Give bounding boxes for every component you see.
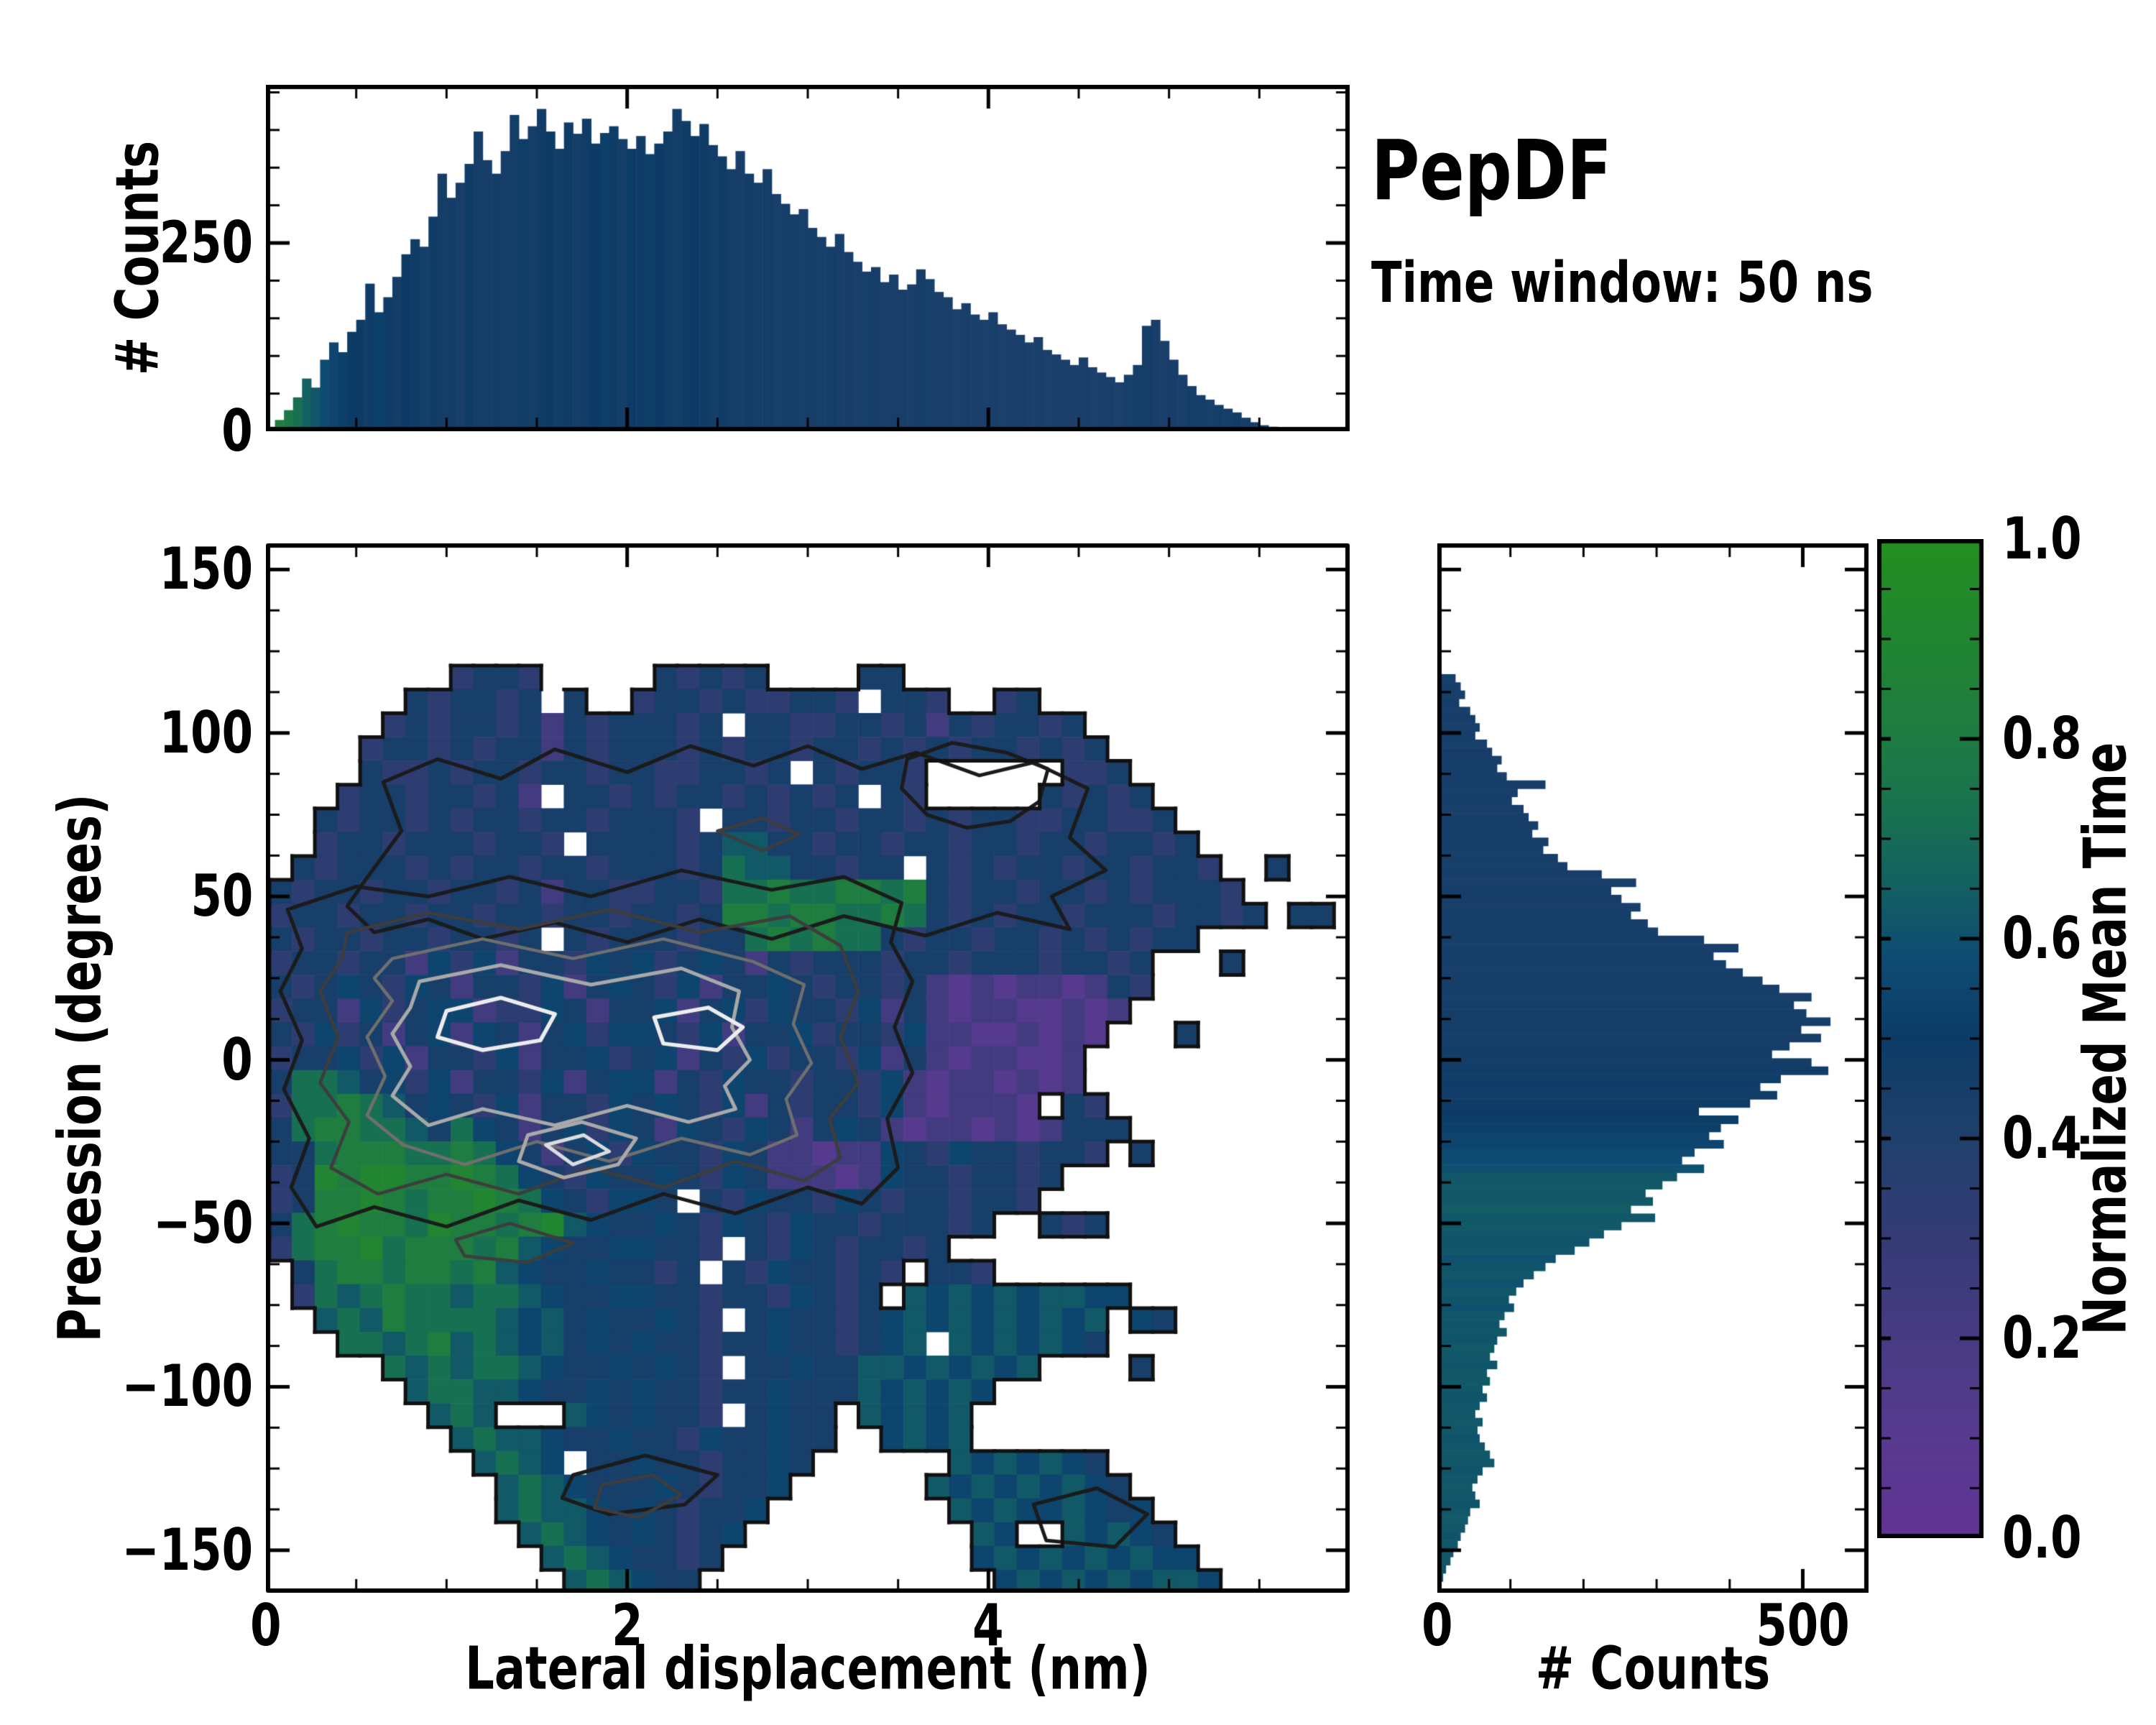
- right-histogram-canvas: [1437, 543, 1869, 1593]
- tick-label: 0.4: [2002, 1105, 2082, 1172]
- tick-label: 0: [1422, 1592, 1453, 1659]
- tick-label: 0: [250, 1592, 282, 1659]
- tick-label: 0.8: [2002, 705, 2082, 772]
- tick-label: −100: [121, 1353, 253, 1420]
- tick-label: 0.0: [2002, 1504, 2082, 1571]
- tick-label: 50: [190, 862, 253, 930]
- tick-label: 4: [972, 1592, 1005, 1659]
- tick-label: 0: [221, 397, 253, 464]
- tick-label: 1.0: [2002, 505, 2082, 572]
- tick-label: 250: [159, 209, 253, 277]
- tick-label: 2: [611, 1592, 643, 1659]
- chart-subtitle: Time window: 50 ns: [1371, 251, 1874, 316]
- chart-title: PepDF: [1371, 123, 1612, 219]
- top-histogram-canvas: [266, 85, 1350, 431]
- tick-label: −50: [152, 1190, 253, 1257]
- tick-label: 0: [221, 1026, 253, 1093]
- tick-label: 150: [159, 535, 253, 603]
- tick-label: 100: [159, 699, 253, 766]
- tick-label: −150: [121, 1516, 253, 1583]
- tick-label: 0.6: [2002, 905, 2082, 972]
- tick-label: 0.2: [2002, 1305, 2082, 1371]
- colorbar-canvas: [1877, 539, 1984, 1538]
- main-heatmap-canvas: [266, 543, 1350, 1593]
- tick-label: 500: [1756, 1592, 1850, 1659]
